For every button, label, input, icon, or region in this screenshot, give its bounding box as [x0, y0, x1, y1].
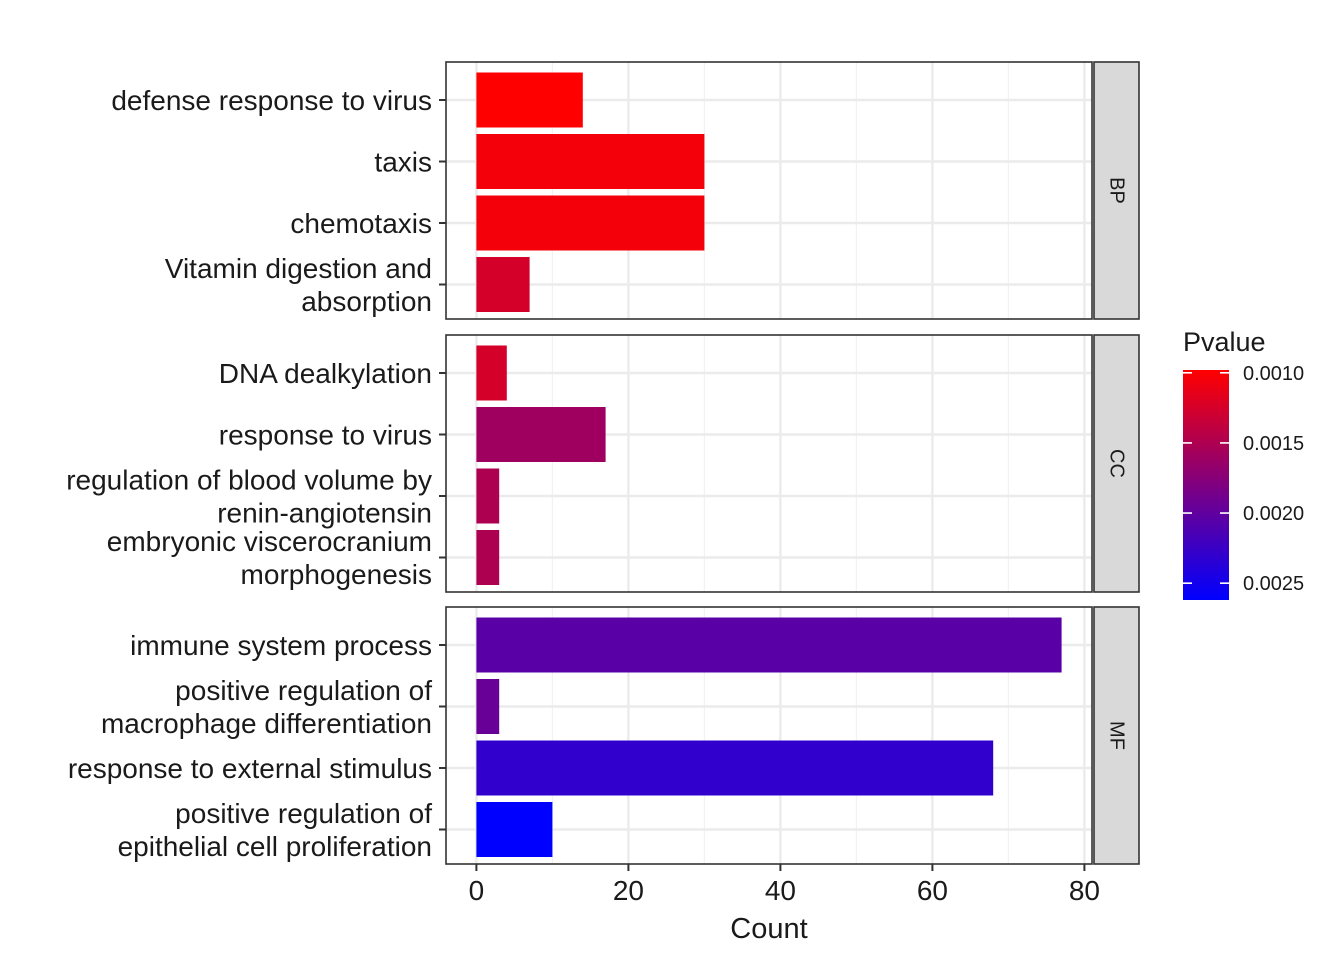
y-tick-label: response to external stimulus [68, 753, 432, 784]
y-tick-label-line: DNA dealkylation [219, 358, 432, 389]
legend: Pvalue 0.0010 0.0015 0.0020 0.0025 [1183, 327, 1304, 600]
panel-background [446, 335, 1092, 592]
y-tick-label-line: epithelial cell proliferation [118, 831, 432, 862]
y-tick-label-line: response to external stimulus [68, 753, 432, 784]
y-tick-label-line: immune system process [130, 630, 432, 661]
bar [476, 679, 500, 734]
facet-strip [1093, 61, 1140, 320]
panel-mf: immune system process positive regulation… [68, 606, 1140, 865]
y-tick-label-line: embryonic viscerocranium [107, 526, 432, 557]
y-tick-label-line: absorption [301, 286, 432, 317]
y-tick-label-line: regulation of blood volume by [66, 465, 432, 496]
y-tick-label: response to virus [219, 420, 432, 451]
x-axis-title: Count [730, 913, 807, 945]
bar [476, 195, 705, 251]
y-tick-label: immune system process [130, 630, 432, 661]
y-tick-label: Vitamin digestion and absorption [165, 253, 432, 317]
panel-cc: DNA dealkylation response to virus regulat… [66, 334, 1140, 593]
y-tick-label: chemotaxis [290, 208, 432, 239]
legend-colorbar [1183, 370, 1229, 600]
facet-strip-label: CC [1106, 449, 1128, 478]
y-tick-label-line: positive regulation of [175, 798, 432, 829]
x-axis: 0 20 40 60 80 [469, 864, 1100, 906]
y-tick-label: positive regulation of epithelial cell pr… [118, 798, 433, 862]
y-tick-label: positive regulation of macrophage differe… [101, 675, 432, 739]
bar [476, 530, 500, 585]
facet-strip [1093, 334, 1140, 593]
bar [476, 468, 500, 524]
facet-strip-label: BP [1106, 177, 1128, 204]
x-tick-label: 20 [613, 875, 644, 906]
x-tick-label: 60 [917, 875, 948, 906]
facet-strip-label: MF [1106, 721, 1128, 750]
panel-bp: defense response to virus taxis chemotaxis… [111, 61, 1140, 320]
y-tick-label-line: defense response to virus [111, 85, 432, 116]
bar [476, 134, 705, 189]
y-tick-label: embryonic viscerocranium morphogenesis [107, 526, 432, 590]
y-tick-label-line: chemotaxis [290, 208, 432, 239]
legend-tick-label: 0.0015 [1243, 433, 1304, 455]
legend-tick-label: 0.0010 [1243, 363, 1304, 385]
y-tick-label-line: morphogenesis [241, 559, 432, 590]
y-tick-label-line: positive regulation of [175, 675, 432, 706]
y-tick-label-line: macrophage differentiation [101, 708, 432, 739]
y-tick-label-line: response to virus [219, 420, 432, 451]
bar [476, 740, 994, 796]
x-tick-label: 0 [469, 875, 485, 906]
legend-tick-label: 0.0020 [1243, 503, 1304, 525]
y-tick-label: regulation of blood volume by renin-angio… [66, 465, 432, 529]
y-tick-label-line: Vitamin digestion and [165, 253, 432, 284]
x-tick-label: 80 [1069, 875, 1100, 906]
bar [476, 257, 530, 312]
bar [476, 407, 606, 462]
y-tick-label: defense response to virus [111, 85, 432, 116]
bar [476, 72, 583, 128]
legend-tick-label: 0.0025 [1243, 573, 1304, 595]
bar [476, 617, 1062, 673]
bar [476, 345, 507, 401]
y-tick-label-line: renin-angiotensin [217, 498, 432, 529]
y-tick-label: taxis [374, 147, 432, 178]
panel-border [445, 334, 1093, 593]
panel-border [445, 61, 1093, 320]
bar [476, 802, 553, 857]
legend-title: Pvalue [1183, 327, 1266, 357]
y-tick-label-line: taxis [374, 147, 432, 178]
y-tick-label: DNA dealkylation [219, 358, 432, 389]
panel-border [445, 606, 1093, 865]
x-tick-label: 40 [765, 875, 796, 906]
facet-strip [1093, 606, 1140, 865]
panels: defense response to virus taxis chemotaxis… [66, 61, 1140, 865]
